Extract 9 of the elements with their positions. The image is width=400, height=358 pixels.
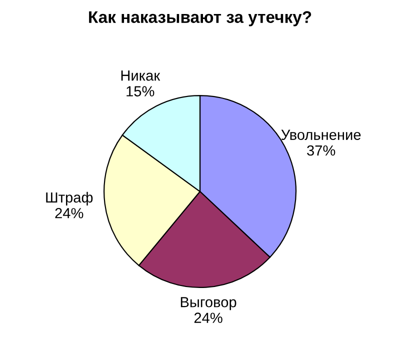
data-label: 15% xyxy=(126,86,154,96)
chart-title: Как наказывают за утечку? xyxy=(89,11,312,26)
data-label: 37% xyxy=(307,145,336,156)
slice-label: Выговор xyxy=(180,297,236,310)
slice-label: Увольнение xyxy=(281,130,361,140)
slice-label: Штраф xyxy=(46,192,93,206)
data-label: 24% xyxy=(55,208,84,218)
data-label: 24% xyxy=(194,312,222,323)
slice-label: Никак xyxy=(121,70,160,81)
